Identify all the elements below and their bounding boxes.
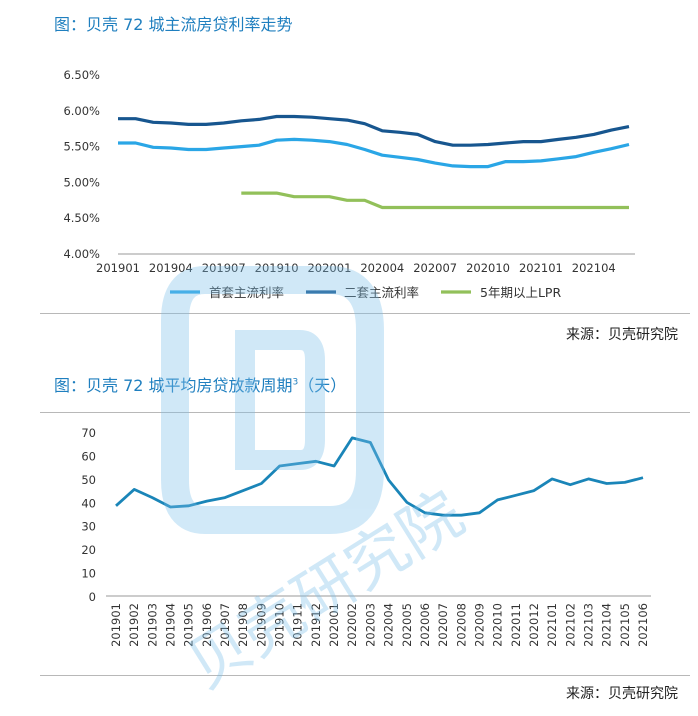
chart1-divider xyxy=(40,313,690,314)
x-tick-label: 201905 xyxy=(182,603,196,647)
x-tick-label: 202012 xyxy=(527,603,541,647)
x-tick-label: 202104 xyxy=(572,261,616,275)
x-tick-label: 201910 xyxy=(273,603,287,647)
x-tick-label: 202004 xyxy=(382,603,396,647)
x-tick-label: 201904 xyxy=(164,603,178,647)
series-line xyxy=(118,137,630,169)
x-tick-label: 202005 xyxy=(400,603,414,647)
x-tick-label: 202001 xyxy=(327,603,341,647)
x-tick-label: 201901 xyxy=(109,603,123,647)
x-tick-label: 202010 xyxy=(466,261,510,275)
y-tick-label: 10 xyxy=(81,567,96,581)
x-tick-label: 202007 xyxy=(436,603,450,647)
x-tick-label: 202004 xyxy=(360,261,404,275)
x-tick-label: 202007 xyxy=(413,261,457,275)
y-tick-label: 0 xyxy=(89,590,96,604)
x-tick-label: 201910 xyxy=(255,261,299,275)
legend-label: 5年期以上LPR xyxy=(480,285,561,300)
x-tick-label: 202003 xyxy=(363,603,377,647)
loan-cycle-chart: 0 10 20 30 40 50 60 70 201901 201902 201903 201904 2… xyxy=(81,426,651,647)
rate-trend-chart: 4.00% 4.50% 5.00% 5.50% 6.00% 6.50% 201901 2019… xyxy=(63,68,635,300)
y-tick-label: 40 xyxy=(81,496,96,510)
x-tick-label: 202009 xyxy=(472,603,486,647)
y-tick-label: 6.00% xyxy=(63,104,100,118)
x-tick-label: 202106 xyxy=(636,603,650,647)
chart2-top-divider xyxy=(40,412,690,413)
y-tick-label: 5.50% xyxy=(63,140,100,154)
x-tick-label: 201907 xyxy=(202,261,246,275)
chart2-source: 来源：贝壳研究院 xyxy=(566,686,678,702)
y-tick-label: 60 xyxy=(81,449,96,463)
y-tick-label: 50 xyxy=(81,473,96,487)
x-tick-label: 201902 xyxy=(127,603,141,647)
legend-label: 二套主流利率 xyxy=(344,285,419,300)
chart1-source: 来源：贝壳研究院 xyxy=(566,327,678,343)
y-tick-label: 4.50% xyxy=(63,211,100,225)
x-tick-label: 202008 xyxy=(454,603,468,647)
x-tick-label: 201903 xyxy=(145,603,159,647)
chart2-divider xyxy=(40,675,690,676)
legend-label: 首套主流利率 xyxy=(209,285,284,300)
chart2-title-footnote: 3 xyxy=(292,377,299,388)
x-tick-label: 202105 xyxy=(618,603,632,647)
x-tick-label: 202001 xyxy=(307,261,351,275)
chart1-title: 图：贝壳 72 城主流房贷利率走势 xyxy=(54,15,293,34)
y-tick-label: 6.50% xyxy=(63,68,100,82)
x-tick-label: 201906 xyxy=(200,603,214,647)
chart2-title-unit: （天） xyxy=(298,376,347,395)
x-tick-label: 202010 xyxy=(491,603,505,647)
y-tick-label: 4.00% xyxy=(63,247,100,261)
x-tick-label: 201909 xyxy=(254,603,268,647)
x-tick-label: 201907 xyxy=(218,603,232,647)
x-tick-label: 201911 xyxy=(291,603,305,647)
x-tick-label: 202101 xyxy=(519,261,563,275)
x-tick-label: 201904 xyxy=(149,261,193,275)
y-tick-label: 5.00% xyxy=(63,175,100,189)
x-tick-label: 201908 xyxy=(236,603,250,647)
series-line xyxy=(241,191,629,210)
x-tick-label: 202103 xyxy=(582,603,596,647)
x-tick-label: 202104 xyxy=(600,603,614,647)
chart2-title: 图：贝壳 72 城平均房贷放款周期3（天） xyxy=(54,376,346,396)
x-tick-label: 202002 xyxy=(345,603,359,647)
series-line xyxy=(115,436,644,517)
series-line xyxy=(118,114,630,147)
y-tick-label: 20 xyxy=(81,543,96,557)
x-tick-label: 201912 xyxy=(309,603,323,647)
x-tick-label: 202006 xyxy=(418,603,432,647)
y-tick-label: 30 xyxy=(81,520,96,534)
y-tick-label: 70 xyxy=(81,426,96,440)
x-tick-label: 202101 xyxy=(545,603,559,647)
x-tick-label: 202102 xyxy=(563,603,577,647)
x-tick-label: 201901 xyxy=(96,261,140,275)
x-tick-label: 202011 xyxy=(509,603,523,647)
chart2-title-main: 图：贝壳 72 城平均房贷放款周期 xyxy=(54,376,293,395)
